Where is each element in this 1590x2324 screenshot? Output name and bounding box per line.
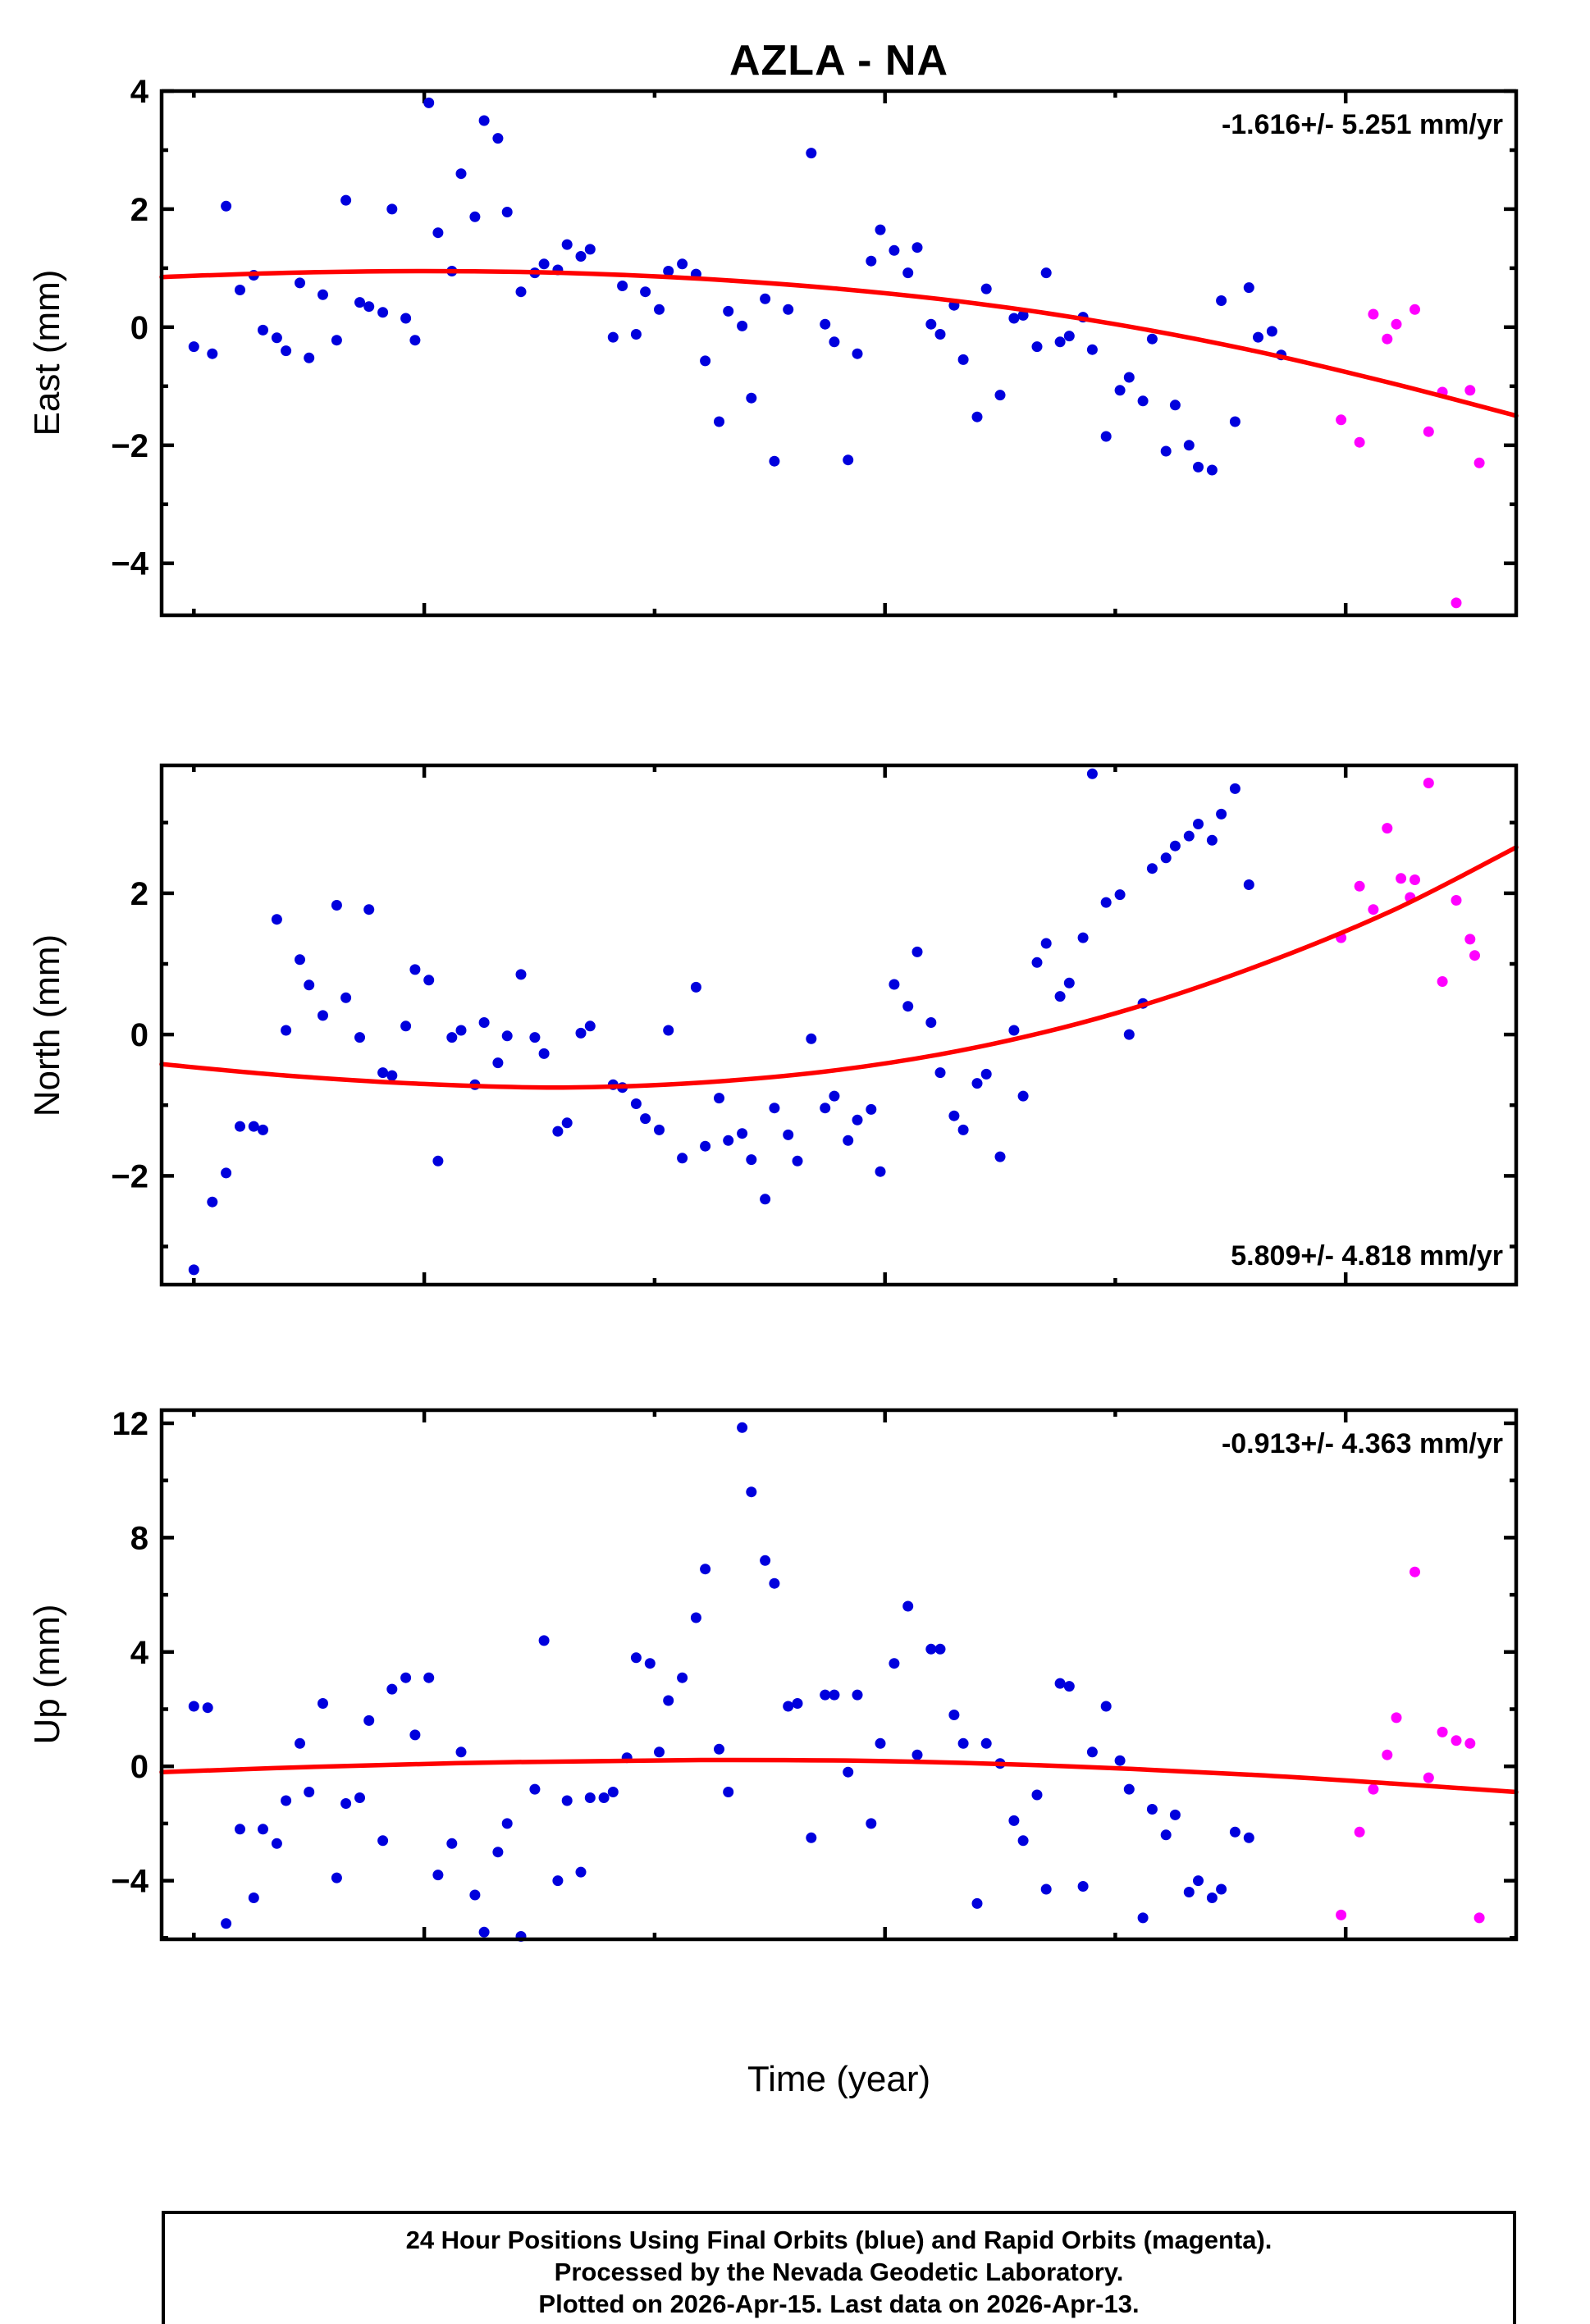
- east-axis-ticks: 4 2 0 −2 −4: [111, 74, 1516, 615]
- east-y-axis-label: East (mm): [27, 270, 67, 436]
- east-panel-plot: East (mm) -1.616+/- 5.251 mm/yr 4 2 0 −2 −4: [27, 74, 1519, 618]
- up-velocity-annotation: -0.913+/- 4.363 mm/yr: [1222, 1428, 1503, 1459]
- caption-line-3: Plotted on 2026-Apr-15. Last data on 202…: [538, 2290, 1140, 2318]
- north-velocity-annotation: 5.809+/- 4.818 mm/yr: [1231, 1240, 1503, 1272]
- plot-title: AZLA - NA: [729, 37, 949, 84]
- up-ytick-label: 12: [112, 1406, 149, 1442]
- east-ytick-label: −4: [111, 546, 148, 582]
- north-plot-area: 2 0 −2: [111, 763, 1519, 1287]
- east-plot-frame: [159, 89, 1519, 618]
- up-ytick-label: 4: [130, 1635, 149, 1671]
- up-trend-line: [159, 1757, 1519, 1795]
- north-ytick-label: 2: [130, 876, 148, 912]
- east-plot-area: 4 2 0 −2 −4: [111, 74, 1519, 618]
- north-trend-line: [159, 845, 1519, 1090]
- east-ytick-label: 2: [130, 192, 148, 228]
- north-ytick-label: −2: [111, 1158, 148, 1194]
- up-axis-ticks: 12 8 4 0 −4: [111, 1406, 1516, 1940]
- up-plot-frame: [159, 1408, 1519, 1942]
- north-final-orbit-points: [188, 768, 1254, 1276]
- north-y-axis-label: North (mm): [27, 934, 67, 1116]
- east-ytick-label: 0: [130, 310, 148, 346]
- north-ytick-label: 0: [130, 1017, 148, 1053]
- up-rapid-orbit-points: [1336, 1566, 1485, 1924]
- east-ytick-label: 4: [130, 74, 149, 110]
- up-y-axis-label: Up (mm): [27, 1604, 67, 1744]
- up-plot-area: 12 8 4 0 −4: [111, 1406, 1519, 1942]
- east-ytick-label: −2: [111, 428, 148, 464]
- up-ytick-label: 0: [130, 1749, 148, 1785]
- north-rapid-orbit-points: [1336, 778, 1480, 987]
- north-panel-plot: North (mm) 5.809+/- 4.818 mm/yr 2 0 −2: [27, 763, 1519, 1287]
- up-panel-plot: Up (mm) -0.913+/- 4.363 mm/yr 12 8 4 0 −4: [27, 1406, 1519, 1942]
- east-velocity-annotation: -1.616+/- 5.251 mm/yr: [1222, 109, 1503, 140]
- east-final-orbit-points: [188, 97, 1287, 476]
- caption-box: 24 Hour Positions Using Final Orbits (bl…: [162, 2211, 1516, 2324]
- caption-line-1: 24 Hour Positions Using Final Orbits (bl…: [405, 2226, 1272, 2254]
- caption-line-2: Processed by the Nevada Geodetic Laborat…: [554, 2258, 1124, 2286]
- north-axis-ticks: 2 0 −2: [111, 765, 1516, 1285]
- x-axis-label: Time (year): [747, 2059, 931, 2099]
- up-final-orbit-points: [188, 1422, 1254, 1942]
- north-plot-frame: [159, 763, 1519, 1287]
- up-ytick-label: 8: [130, 1520, 148, 1556]
- east-trend-line: [159, 268, 1519, 418]
- up-ytick-label: −4: [111, 1864, 148, 1900]
- east-rapid-orbit-points: [1336, 304, 1485, 609]
